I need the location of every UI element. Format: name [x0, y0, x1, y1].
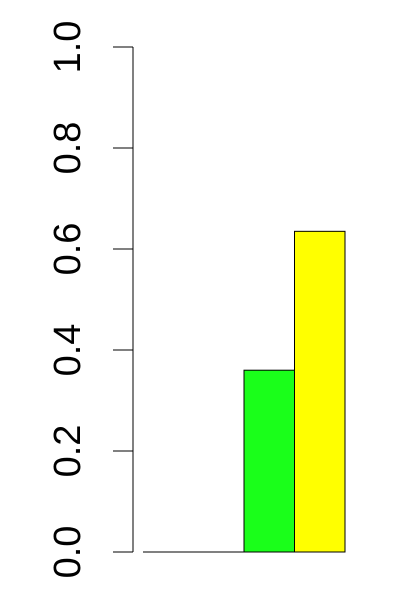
y-tick-label: 0.2 — [47, 425, 89, 478]
y-tick-label: 1.0 — [47, 21, 89, 74]
y-tick-label: 0.4 — [47, 324, 89, 377]
y-tick-label: 0.0 — [47, 526, 89, 579]
y-tick-label: 0.8 — [47, 122, 89, 175]
y-tick-label: 0.6 — [47, 223, 89, 276]
y-ticks: 0.0 0.2 0.4 0.6 0.8 1.0 — [47, 21, 133, 579]
bar-3 — [243, 369, 295, 553]
bar-4 — [294, 230, 346, 553]
bars — [243, 230, 346, 553]
y-axis: 0.0 0.2 0.4 0.6 0.8 1.0 — [47, 21, 134, 579]
